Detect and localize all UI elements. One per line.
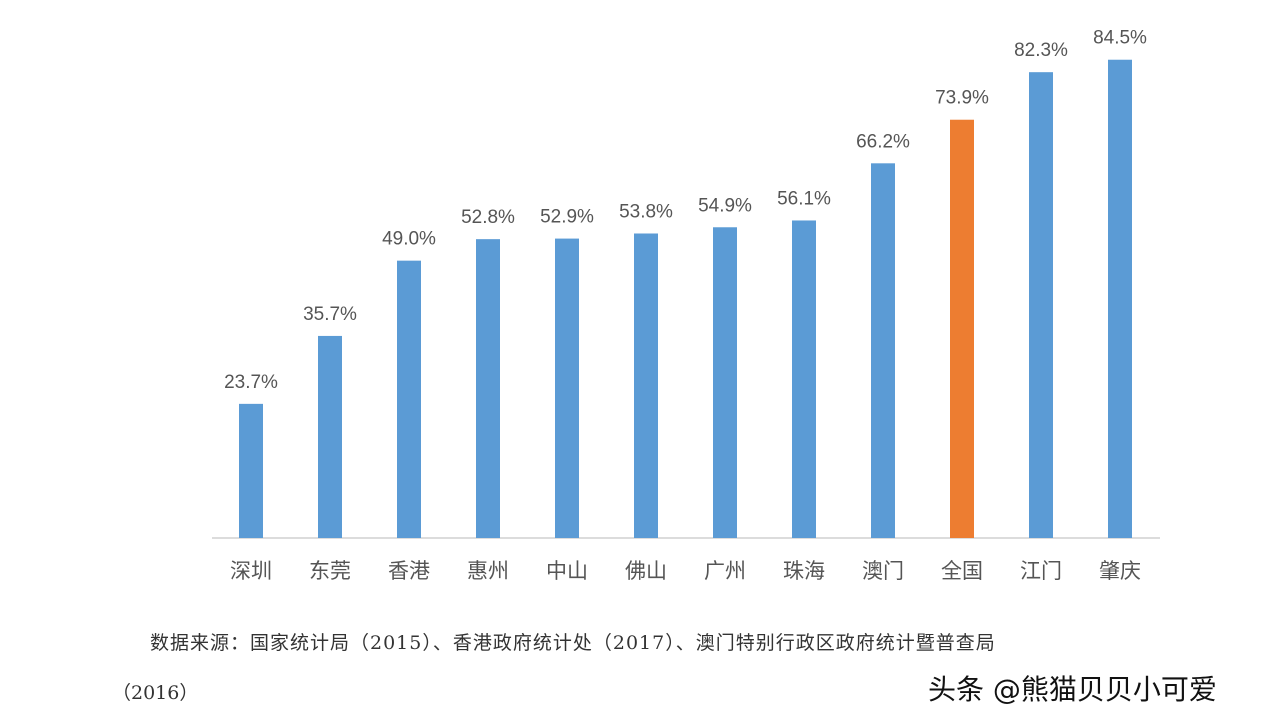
bar-2: [397, 260, 421, 538]
data-label: 52.9%: [540, 207, 594, 228]
bar-4: [555, 238, 579, 538]
x-tick-label: 肇庆: [1099, 559, 1141, 583]
data-label: 53.8%: [619, 201, 673, 222]
data-label: 54.9%: [698, 195, 752, 216]
data-label: 84.5%: [1093, 28, 1147, 49]
bar-3: [476, 239, 500, 539]
bar-8: [871, 163, 895, 539]
bar-9: [950, 119, 974, 538]
x-tick-label: 东莞: [309, 559, 351, 583]
x-tick-label: 澳门: [862, 559, 904, 583]
bar-10: [1029, 72, 1053, 538]
data-label: 56.1%: [777, 188, 831, 209]
data-source-note-continued: （2016）: [112, 682, 199, 704]
x-tick-label: 江门: [1020, 559, 1062, 583]
bar-1: [318, 335, 342, 538]
x-tick-label: 佛山: [625, 559, 667, 583]
x-tick-label: 珠海: [783, 559, 825, 583]
x-tick-label: 中山: [546, 559, 588, 583]
bar-6: [713, 227, 737, 539]
data-label: 23.7%: [224, 372, 278, 393]
data-label: 82.3%: [1014, 40, 1068, 61]
bar-11: [1108, 59, 1132, 538]
data-label: 49.0%: [382, 229, 436, 250]
x-tick-label: 广州: [704, 559, 746, 583]
data-label: 73.9%: [935, 88, 989, 109]
x-tick-label: 香港: [388, 559, 430, 583]
bar-0: [239, 403, 263, 538]
x-tick-label: 深圳: [230, 559, 272, 583]
x-tick-label: 全国: [941, 559, 983, 583]
data-source-note: 数据来源：国家统计局（2015）、香港政府统计处（2017）、澳门特别行政区政府…: [150, 632, 996, 654]
watermark: 头条 @熊猫贝贝小可爱: [928, 673, 1217, 706]
data-label: 66.2%: [856, 131, 910, 152]
data-label: 52.8%: [461, 207, 515, 228]
x-tick-label: 惠州: [467, 559, 509, 583]
bar-5: [634, 233, 658, 538]
bar-7: [792, 220, 816, 538]
data-label: 35.7%: [303, 304, 357, 325]
